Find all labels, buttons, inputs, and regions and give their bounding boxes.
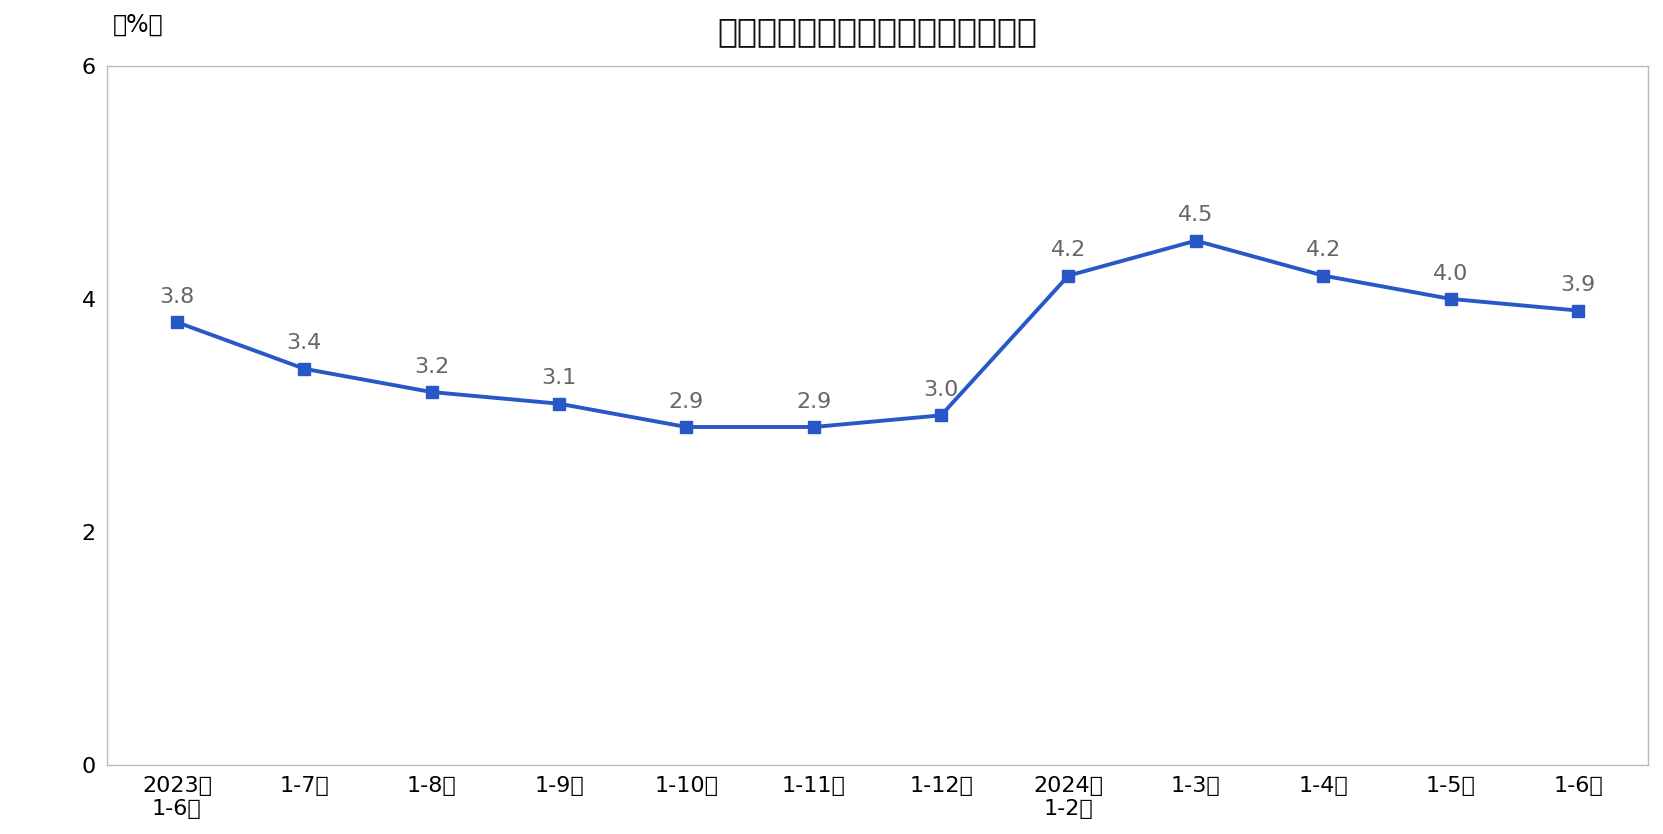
Text: 4.2: 4.2 xyxy=(1305,240,1340,260)
Text: 4.5: 4.5 xyxy=(1177,205,1214,225)
Text: 3.4: 3.4 xyxy=(286,334,323,354)
Text: 3.8: 3.8 xyxy=(160,287,195,307)
Text: 3.9: 3.9 xyxy=(1560,275,1595,295)
Text: 3.0: 3.0 xyxy=(923,380,960,400)
Text: 4.2: 4.2 xyxy=(1051,240,1086,260)
Text: （%）: （%） xyxy=(113,13,165,37)
Text: 3.1: 3.1 xyxy=(542,369,577,389)
Text: 2.9: 2.9 xyxy=(669,392,703,412)
Text: 4.0: 4.0 xyxy=(1434,264,1468,284)
Title: 固定资产投资（不含农户）同比增速: 固定资产投资（不含农户）同比增速 xyxy=(717,15,1038,48)
Text: 2.9: 2.9 xyxy=(797,392,832,412)
Text: 3.2: 3.2 xyxy=(414,357,449,377)
